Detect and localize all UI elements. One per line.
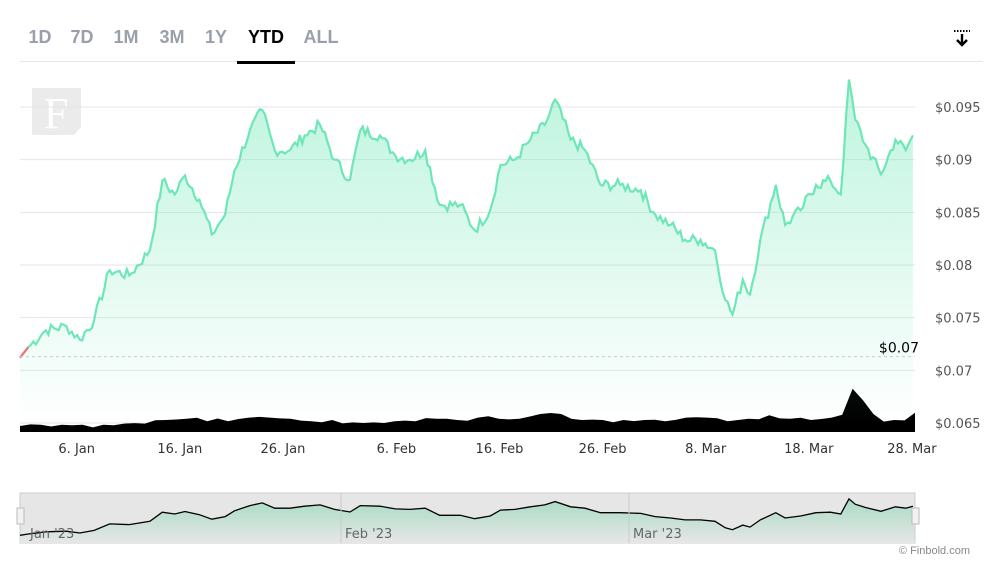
logo-letter: F <box>44 89 68 138</box>
x-tick-label: 16. Feb <box>476 442 524 457</box>
navigator-area <box>20 498 915 543</box>
watermark-logo: F <box>32 88 81 138</box>
x-tick-label: 18. Mar <box>784 442 834 457</box>
navigator-handle[interactable] <box>911 507 920 525</box>
tab-all[interactable]: ALL <box>303 27 339 47</box>
price-line-start <box>19 346 30 359</box>
x-tick-label: 8. Mar <box>685 442 727 457</box>
range-tabs: 1D 7D 1M 3M 1Y YTD ALL <box>20 22 983 64</box>
x-tick-label: 26. Jan <box>261 442 306 457</box>
navigator-label: Feb '23 <box>345 527 392 542</box>
reference-price-label: $0.07 <box>879 341 919 357</box>
y-tick-label: $0.075 <box>935 312 981 327</box>
tab-3m[interactable]: 3M <box>159 27 185 47</box>
x-tick-label: 6. Feb <box>377 442 417 457</box>
x-tick-label: 26. Feb <box>579 442 627 457</box>
y-tick-label: $0.085 <box>935 206 981 221</box>
credit-link[interactable]: © Finbold.com <box>898 545 970 557</box>
tab-ytd[interactable]: YTD <box>237 27 295 64</box>
x-tick-label: 28. Mar <box>887 442 937 457</box>
navigator-label: Jan '23 <box>29 527 74 542</box>
tab-1m[interactable]: 1M <box>113 27 139 47</box>
tab-1y[interactable]: 1Y <box>204 27 228 47</box>
y-tick-label: $0.095 <box>935 101 981 116</box>
price-area <box>20 79 913 423</box>
x-tick-label: 16. Jan <box>157 442 202 457</box>
tab-1d[interactable]: 1D <box>28 27 52 47</box>
x-tick-label: 6. Jan <box>58 442 95 457</box>
navigator-handle[interactable] <box>16 507 25 525</box>
y-tick-label: $0.07 <box>935 364 972 379</box>
navigator-line <box>19 497 914 536</box>
navigator-label: Mar '23 <box>633 527 682 542</box>
download-icon[interactable] <box>952 26 972 48</box>
price-line <box>19 79 914 359</box>
y-tick-label: $0.08 <box>935 259 972 274</box>
y-tick-label: $0.09 <box>935 154 972 169</box>
tab-7d[interactable]: 7D <box>70 27 94 47</box>
y-tick-label: $0.065 <box>935 417 981 432</box>
